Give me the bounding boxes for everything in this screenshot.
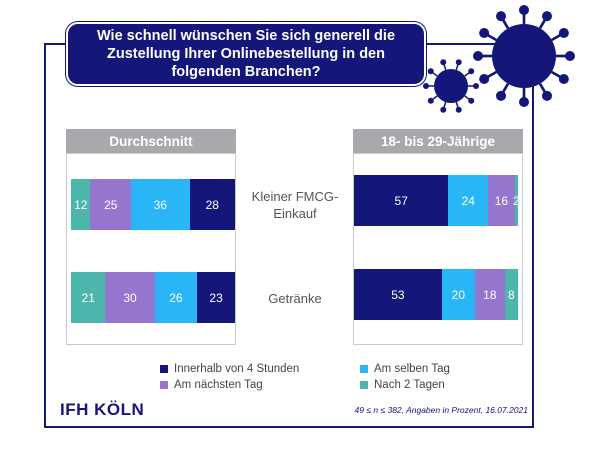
bar-segment: 12: [71, 179, 91, 230]
bar-young-fmcg: 57 24 16 2: [354, 175, 520, 226]
legend: Innerhalb von 4 Stunden Am selben Tag Am…: [160, 363, 460, 397]
category-label-drinks: Getränke: [268, 291, 322, 306]
bar-segment: 2: [512, 175, 520, 226]
virus-knob: [455, 59, 462, 66]
legend-label: Am selben Tag: [374, 363, 450, 375]
virus-knob: [542, 11, 552, 22]
virus-icon-large: [473, 5, 575, 107]
data-label: 20: [451, 287, 466, 302]
bar-segment: 16: [488, 175, 515, 226]
panel-header-young: 18- bis 29-Jährige: [353, 129, 523, 153]
data-label: 12: [74, 197, 88, 212]
bar-segment: 20: [441, 269, 475, 320]
data-label: 57: [394, 193, 408, 208]
bar-segment: 18: [474, 269, 505, 320]
bar-average-fmcg: 12 25 36 28: [71, 179, 235, 230]
bar-segment: 30: [105, 272, 155, 323]
virus-icon-small: [423, 59, 479, 113]
data-label: 28: [205, 197, 219, 212]
panel-header-average: Durchschnitt: [66, 129, 236, 153]
virus-knob: [473, 83, 479, 89]
virus-knob: [479, 28, 490, 38]
legend-item-next-day: Am nächsten Tag: [160, 379, 263, 391]
virus-knob: [519, 5, 529, 15]
virus-body: [492, 24, 556, 88]
bar-segment: 25: [90, 179, 132, 230]
legend-item-2-days: Nach 2 Tagen: [360, 379, 445, 391]
bar-segment: 26: [154, 272, 198, 323]
bar-segment: 24: [448, 175, 489, 226]
legend-swatch: [360, 381, 368, 389]
data-label: 16: [494, 193, 509, 208]
virus-knob: [473, 51, 483, 61]
legend-swatch: [360, 365, 368, 373]
legend-label: Innerhalb von 4 Stunden: [174, 363, 300, 375]
data-label: 23: [209, 290, 223, 305]
data-label: 36: [153, 197, 167, 212]
category-label-fmcg: Kleiner FMCG-Einkauf: [251, 189, 339, 221]
data-label: 18: [483, 287, 497, 302]
data-label: 21: [81, 290, 95, 305]
data-label: 26: [169, 290, 183, 305]
legend-label: Nach 2 Tagen: [374, 379, 445, 391]
virus-knob: [558, 74, 569, 84]
virus-knob: [468, 68, 475, 75]
data-label: 24: [461, 193, 475, 208]
data-label: 53: [391, 287, 405, 302]
bar-segment: 8: [504, 269, 518, 320]
virus-knob: [440, 59, 447, 66]
data-label: 25: [104, 197, 118, 212]
bar-segment: 53: [354, 269, 442, 320]
legend-item-4h: Innerhalb von 4 Stunden: [160, 363, 299, 375]
bar-average-drinks: 21 30 26 23: [71, 272, 235, 323]
footnote: 49 ≤ n ≤ 382, Angaben in Prozent, 16.07.…: [354, 405, 528, 415]
bar-segment: 57: [354, 175, 449, 226]
bar-segment: 23: [197, 272, 235, 323]
bar-young-drinks: 53 20 18 8: [354, 269, 518, 320]
chart-title: Wie schnell wünschen Sie sich generell d…: [66, 22, 426, 86]
ifh-logo: IFH KÖLN: [60, 400, 145, 419]
legend-item-same-day: Am selben Tag: [360, 363, 450, 375]
legend-swatch: [160, 365, 168, 373]
virus-knob: [440, 106, 447, 113]
virus-knob: [565, 51, 575, 61]
virus-knob: [423, 83, 429, 89]
virus-knob: [479, 74, 490, 84]
bar-segment: 28: [189, 179, 235, 230]
data-label: 30: [123, 290, 137, 305]
virus-knob: [542, 90, 552, 101]
legend-swatch: [160, 381, 168, 389]
virus-body: [434, 69, 468, 103]
data-label: 2: [512, 193, 520, 208]
virus-knob: [519, 97, 529, 107]
virus-knob: [427, 97, 434, 104]
virus-knob: [558, 28, 569, 38]
legend-label: Am nächsten Tag: [174, 379, 263, 391]
virus-knob: [427, 68, 434, 75]
virus-knob: [455, 106, 462, 113]
virus-knob: [468, 97, 475, 104]
data-label: 8: [508, 287, 515, 302]
virus-knob: [496, 11, 506, 22]
bar-segment: 21: [71, 272, 106, 323]
virus-knob: [496, 90, 506, 101]
bar-segment: 36: [131, 179, 190, 230]
